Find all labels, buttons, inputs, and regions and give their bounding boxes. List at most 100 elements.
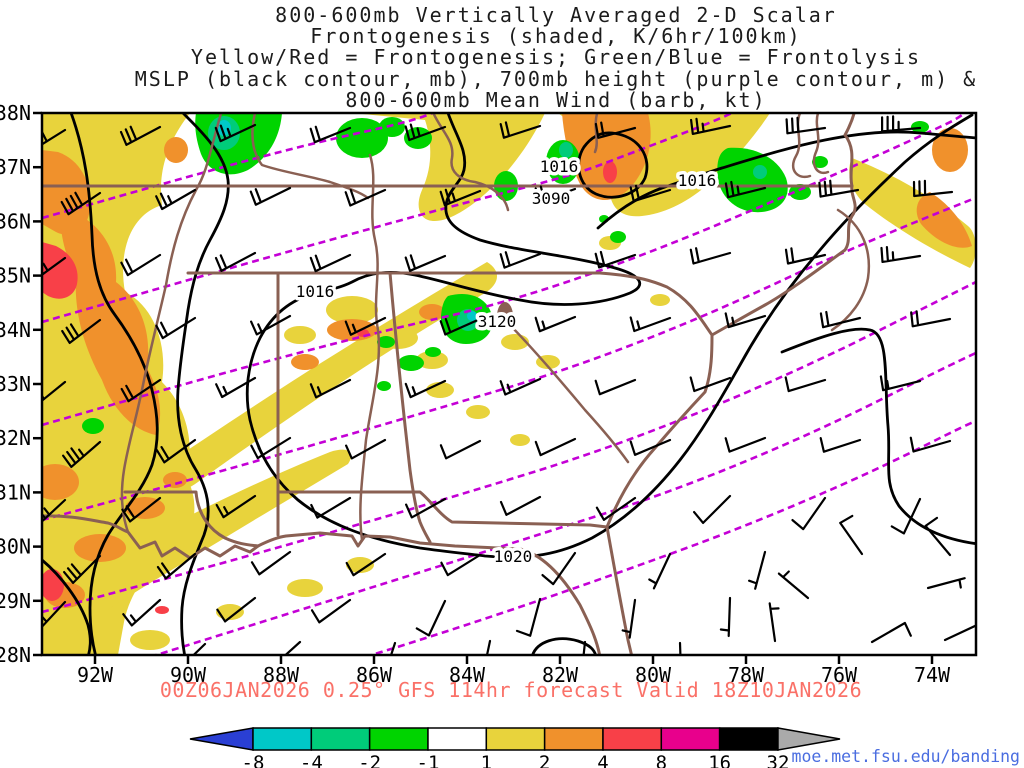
height-contour-layer-700mb bbox=[42, 113, 976, 655]
yellow-shading-patch bbox=[510, 434, 530, 446]
geography_brown-contour-path bbox=[388, 271, 432, 544]
colorbar-segment bbox=[368, 727, 429, 751]
geography-layer bbox=[42, 113, 871, 655]
wind-barb bbox=[879, 375, 922, 392]
wind-barb bbox=[499, 495, 542, 516]
orange-shading-patch bbox=[163, 472, 187, 488]
lat-tick-label: 29N bbox=[0, 589, 31, 613]
colorbar-tick-label: 16 bbox=[708, 752, 731, 768]
yellow-shading-patch bbox=[326, 296, 378, 324]
geography_brown-contour-path bbox=[605, 113, 857, 529]
lon-tick-label: 90W bbox=[170, 663, 207, 687]
wind-barb bbox=[594, 250, 637, 269]
wind-barb bbox=[870, 621, 912, 644]
yellow-shading-patch bbox=[216, 604, 244, 620]
lat-tick-label: 37N bbox=[0, 155, 31, 179]
mslp_contour-contour-path bbox=[176, 113, 230, 655]
wind-barb bbox=[404, 254, 447, 272]
geography_brown-shading-patch bbox=[497, 302, 513, 330]
wind-barb bbox=[534, 315, 577, 333]
wind-barb bbox=[119, 125, 162, 146]
lon-tick-label: 86W bbox=[356, 663, 393, 687]
wind-barb bbox=[689, 247, 732, 265]
mslp-value-label: 1016 bbox=[540, 157, 579, 176]
title-line-2: Frontogenesis (shaded, K/6hr/100km) bbox=[310, 24, 801, 48]
wind-barb bbox=[121, 496, 162, 523]
wind-barb bbox=[309, 125, 352, 144]
mslp_contour-contour-path bbox=[596, 130, 976, 230]
wind-barb bbox=[791, 496, 827, 531]
wind-barb bbox=[777, 570, 810, 600]
wind-barb bbox=[748, 550, 767, 590]
green-shading-patch bbox=[812, 156, 828, 168]
yellow-shading-patch bbox=[650, 294, 670, 306]
wind-barb bbox=[439, 317, 482, 336]
title-line-4: MSLP (black contour, mb), 700mb height (… bbox=[135, 67, 977, 91]
title-line-3: Yellow/Red = Frontogenesis; Green/Blue =… bbox=[191, 45, 921, 69]
wind-barb bbox=[595, 496, 637, 521]
colorbar-segment bbox=[660, 727, 721, 751]
orange-shading-patch bbox=[419, 304, 445, 320]
cyan-shading-patch bbox=[217, 120, 231, 136]
green-shading-patch bbox=[379, 117, 405, 137]
wind-barb bbox=[439, 439, 482, 460]
green-shading-patch bbox=[377, 336, 395, 348]
wind-barb bbox=[344, 188, 387, 207]
lat-tick-label: 32N bbox=[0, 426, 31, 450]
colorbar-tick-label: 32 bbox=[767, 752, 790, 768]
yellow-shading-patch bbox=[346, 557, 374, 573]
orange-shading-patch bbox=[327, 319, 377, 341]
watermark-link[interactable]: moe.met.fsu.edu/banding bbox=[792, 747, 1020, 766]
green-shading-patch bbox=[398, 355, 424, 371]
height_700mb-value-label: 3090 bbox=[532, 189, 571, 208]
yellow-shading-patch bbox=[284, 326, 316, 344]
orange-shading-patch bbox=[42, 464, 79, 500]
wind-barb bbox=[582, 640, 587, 655]
colorbar-tick-label: -2 bbox=[358, 752, 381, 768]
wind-barb bbox=[768, 602, 780, 643]
wind-barb bbox=[689, 376, 732, 393]
geography_brown-contour-path bbox=[120, 113, 223, 534]
wind-barb bbox=[120, 253, 162, 277]
wind-barb bbox=[344, 316, 387, 336]
mslp-value-label: 1020 bbox=[494, 547, 533, 566]
wind-barb bbox=[155, 438, 197, 464]
wind-barb bbox=[499, 251, 542, 269]
wind-barb bbox=[499, 121, 542, 139]
wind-barb bbox=[405, 497, 447, 519]
wind-barb bbox=[629, 184, 672, 203]
orange-shading-patch bbox=[60, 208, 161, 435]
colorbar-tick-label: 4 bbox=[597, 752, 608, 768]
wind-barb bbox=[250, 314, 292, 336]
lat-tick-label: 30N bbox=[0, 535, 31, 559]
colorbar-tick-label: -4 bbox=[300, 752, 323, 768]
geography_brown-contour-path bbox=[812, 113, 830, 175]
geography_brown-contour-path bbox=[186, 271, 714, 337]
lat-axis: 38N 37N 36N 35N 34N 33N 32N 31N 30N 29N 28N bbox=[0, 101, 42, 667]
orange-shading-patch bbox=[291, 354, 319, 370]
wind-barb bbox=[541, 551, 577, 586]
wind-barb bbox=[648, 552, 672, 590]
wind-barb bbox=[120, 378, 162, 403]
geography_brown-contour-path bbox=[593, 113, 599, 154]
colorbar-segment bbox=[427, 727, 488, 751]
wind-barb bbox=[724, 180, 767, 199]
wind-barb bbox=[61, 318, 102, 344]
yellow-shading-patch bbox=[42, 449, 352, 641]
wind-barb bbox=[724, 436, 767, 453]
wind-barb bbox=[404, 379, 447, 399]
wind-barb bbox=[534, 437, 577, 457]
purple_contour-contour-path bbox=[42, 113, 436, 220]
geography_brown-contour-path bbox=[276, 490, 609, 529]
yellow-shading-patch bbox=[416, 351, 448, 369]
lat-tick-label: 36N bbox=[0, 209, 31, 233]
mslp_contour-contour-path bbox=[245, 113, 974, 559]
wind-barb bbox=[310, 598, 352, 624]
lon-tick-label: 88W bbox=[263, 663, 300, 687]
lon-tick-label: 80W bbox=[635, 663, 672, 687]
wind-barb bbox=[594, 378, 637, 396]
colorbar-segment bbox=[602, 727, 663, 751]
map-canvas: 1016 1016 1016 1020 3090 3120 bbox=[42, 113, 976, 655]
colorbar-segment bbox=[310, 727, 371, 751]
